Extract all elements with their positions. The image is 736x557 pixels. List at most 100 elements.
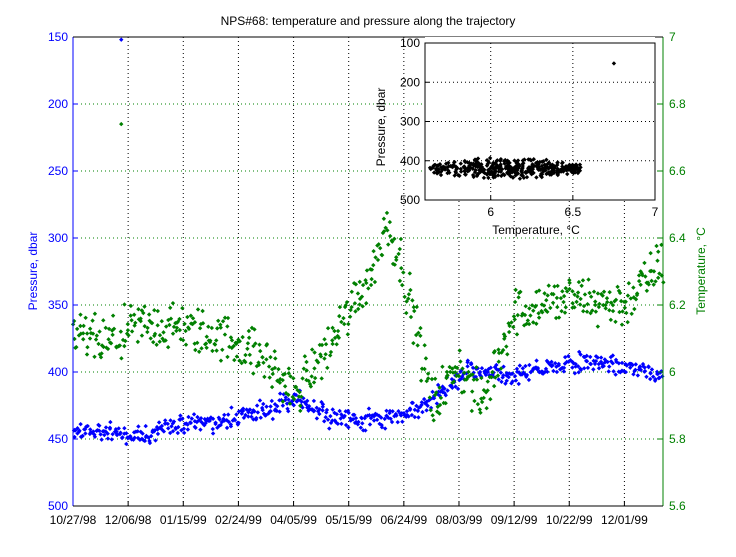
temperature-point bbox=[601, 302, 606, 308]
pressure-point bbox=[387, 408, 393, 414]
temperature-point bbox=[399, 282, 405, 288]
temperature-point bbox=[302, 354, 308, 359]
temperature-point bbox=[355, 291, 361, 296]
inset-point bbox=[439, 165, 444, 170]
temperature-point bbox=[251, 371, 256, 376]
inset-point bbox=[463, 172, 468, 177]
pressure-point bbox=[421, 396, 427, 402]
pressure-point bbox=[479, 366, 485, 371]
pressure-point bbox=[523, 363, 528, 369]
temperature-point bbox=[364, 301, 369, 306]
temperature-point bbox=[319, 376, 324, 381]
temperature-point bbox=[110, 313, 116, 318]
temperature-point bbox=[534, 321, 539, 326]
pressure-point bbox=[228, 424, 234, 429]
temperature-point bbox=[509, 320, 514, 325]
temperature-point bbox=[120, 337, 126, 343]
temperature-point bbox=[450, 366, 455, 371]
temperature-point bbox=[406, 292, 412, 297]
temperature-point bbox=[511, 324, 516, 330]
pressure-point bbox=[389, 419, 395, 425]
pressure-point bbox=[213, 421, 218, 427]
inset-point bbox=[611, 61, 617, 66]
pressure-point bbox=[339, 421, 344, 427]
temperature-point bbox=[155, 308, 160, 314]
temperature-point bbox=[182, 321, 187, 327]
temperature-point bbox=[504, 344, 509, 349]
temperature-point bbox=[163, 324, 169, 329]
temperature-point bbox=[472, 398, 477, 404]
temperature-point bbox=[243, 359, 248, 365]
pressure-point bbox=[97, 428, 102, 434]
temperature-point bbox=[644, 288, 650, 293]
inset-point bbox=[428, 166, 433, 172]
pressure-point bbox=[504, 378, 509, 383]
pressure-point bbox=[283, 395, 289, 400]
pressure-point bbox=[166, 426, 171, 431]
temperature-point bbox=[478, 410, 483, 415]
pressure-point bbox=[544, 358, 550, 364]
inset-y-tick-label: 500 bbox=[400, 193, 420, 207]
pressure-point bbox=[477, 369, 483, 375]
pressure-point bbox=[320, 404, 325, 409]
pressure-point bbox=[561, 365, 567, 371]
temperature-point bbox=[408, 314, 414, 320]
temperature-point bbox=[505, 352, 510, 357]
pressure-point bbox=[468, 362, 474, 367]
temperature-point bbox=[138, 316, 143, 321]
temperature-point bbox=[245, 346, 250, 351]
temperature-point bbox=[170, 300, 176, 306]
inset-point bbox=[509, 170, 515, 175]
temperature-point bbox=[357, 302, 362, 307]
pressure-point bbox=[445, 388, 450, 393]
temperature-point bbox=[98, 355, 104, 360]
pressure-point bbox=[167, 430, 173, 436]
temperature-point bbox=[529, 303, 535, 308]
inset-point bbox=[535, 161, 541, 166]
temperature-point bbox=[117, 343, 123, 348]
temperature-point bbox=[624, 310, 629, 316]
temperature-point bbox=[261, 360, 266, 365]
temperature-point bbox=[243, 352, 248, 358]
pressure-point bbox=[76, 429, 82, 434]
temperature-point bbox=[262, 374, 267, 380]
temperature-point bbox=[414, 304, 419, 310]
inset-point bbox=[524, 174, 530, 180]
temperature-point bbox=[638, 282, 643, 287]
pressure-point bbox=[359, 416, 365, 421]
pressure-point bbox=[420, 409, 425, 415]
temperature-point bbox=[460, 366, 465, 371]
pressure-point bbox=[616, 361, 622, 366]
pressure-point bbox=[528, 369, 534, 375]
temperature-point bbox=[493, 375, 498, 380]
temperature-point bbox=[199, 346, 204, 351]
temperature-point bbox=[655, 258, 660, 263]
pressure-point bbox=[103, 425, 109, 430]
pressure-point bbox=[168, 418, 173, 423]
left-y-tick-label: 350 bbox=[48, 298, 68, 312]
pressure-point bbox=[378, 415, 384, 420]
temperature-point bbox=[216, 318, 221, 323]
pressure-point bbox=[198, 427, 203, 432]
temperature-point bbox=[246, 328, 252, 334]
temperature-point bbox=[237, 358, 242, 363]
pressure-point bbox=[498, 370, 504, 375]
temperature-point bbox=[567, 286, 572, 292]
inset-axes: 6 6.5 7 100 200 300 400 500 bbox=[400, 36, 659, 219]
temperature-point bbox=[90, 318, 95, 323]
temperature-point bbox=[607, 289, 612, 295]
temperature-point bbox=[597, 301, 602, 307]
pressure-point bbox=[614, 359, 619, 365]
temperature-point bbox=[603, 302, 608, 308]
temperature-point bbox=[429, 376, 435, 382]
temperature-point bbox=[617, 309, 622, 315]
temperature-point bbox=[291, 376, 296, 381]
temperature-point bbox=[655, 275, 661, 281]
pressure-point bbox=[226, 419, 231, 425]
temperature-point bbox=[366, 286, 371, 291]
pressure-point bbox=[217, 417, 222, 422]
temperature-point bbox=[643, 274, 648, 279]
temperature-point bbox=[584, 309, 590, 314]
pressure-point bbox=[501, 364, 506, 369]
inset-point bbox=[513, 173, 518, 178]
